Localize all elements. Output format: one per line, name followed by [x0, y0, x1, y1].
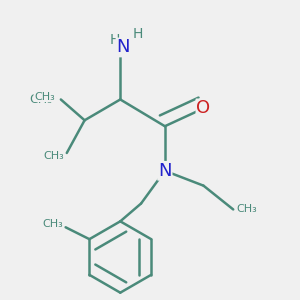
Text: H: H: [110, 33, 120, 47]
Text: H: H: [132, 27, 142, 41]
Text: O: O: [196, 99, 211, 117]
Text: CH₃: CH₃: [42, 219, 63, 229]
Text: N: N: [158, 162, 172, 180]
Text: CH₃: CH₃: [29, 93, 52, 106]
Text: N: N: [116, 38, 130, 56]
Text: CH₃: CH₃: [43, 151, 64, 161]
Text: CH₃: CH₃: [236, 204, 257, 214]
Text: CH₃: CH₃: [34, 92, 55, 101]
